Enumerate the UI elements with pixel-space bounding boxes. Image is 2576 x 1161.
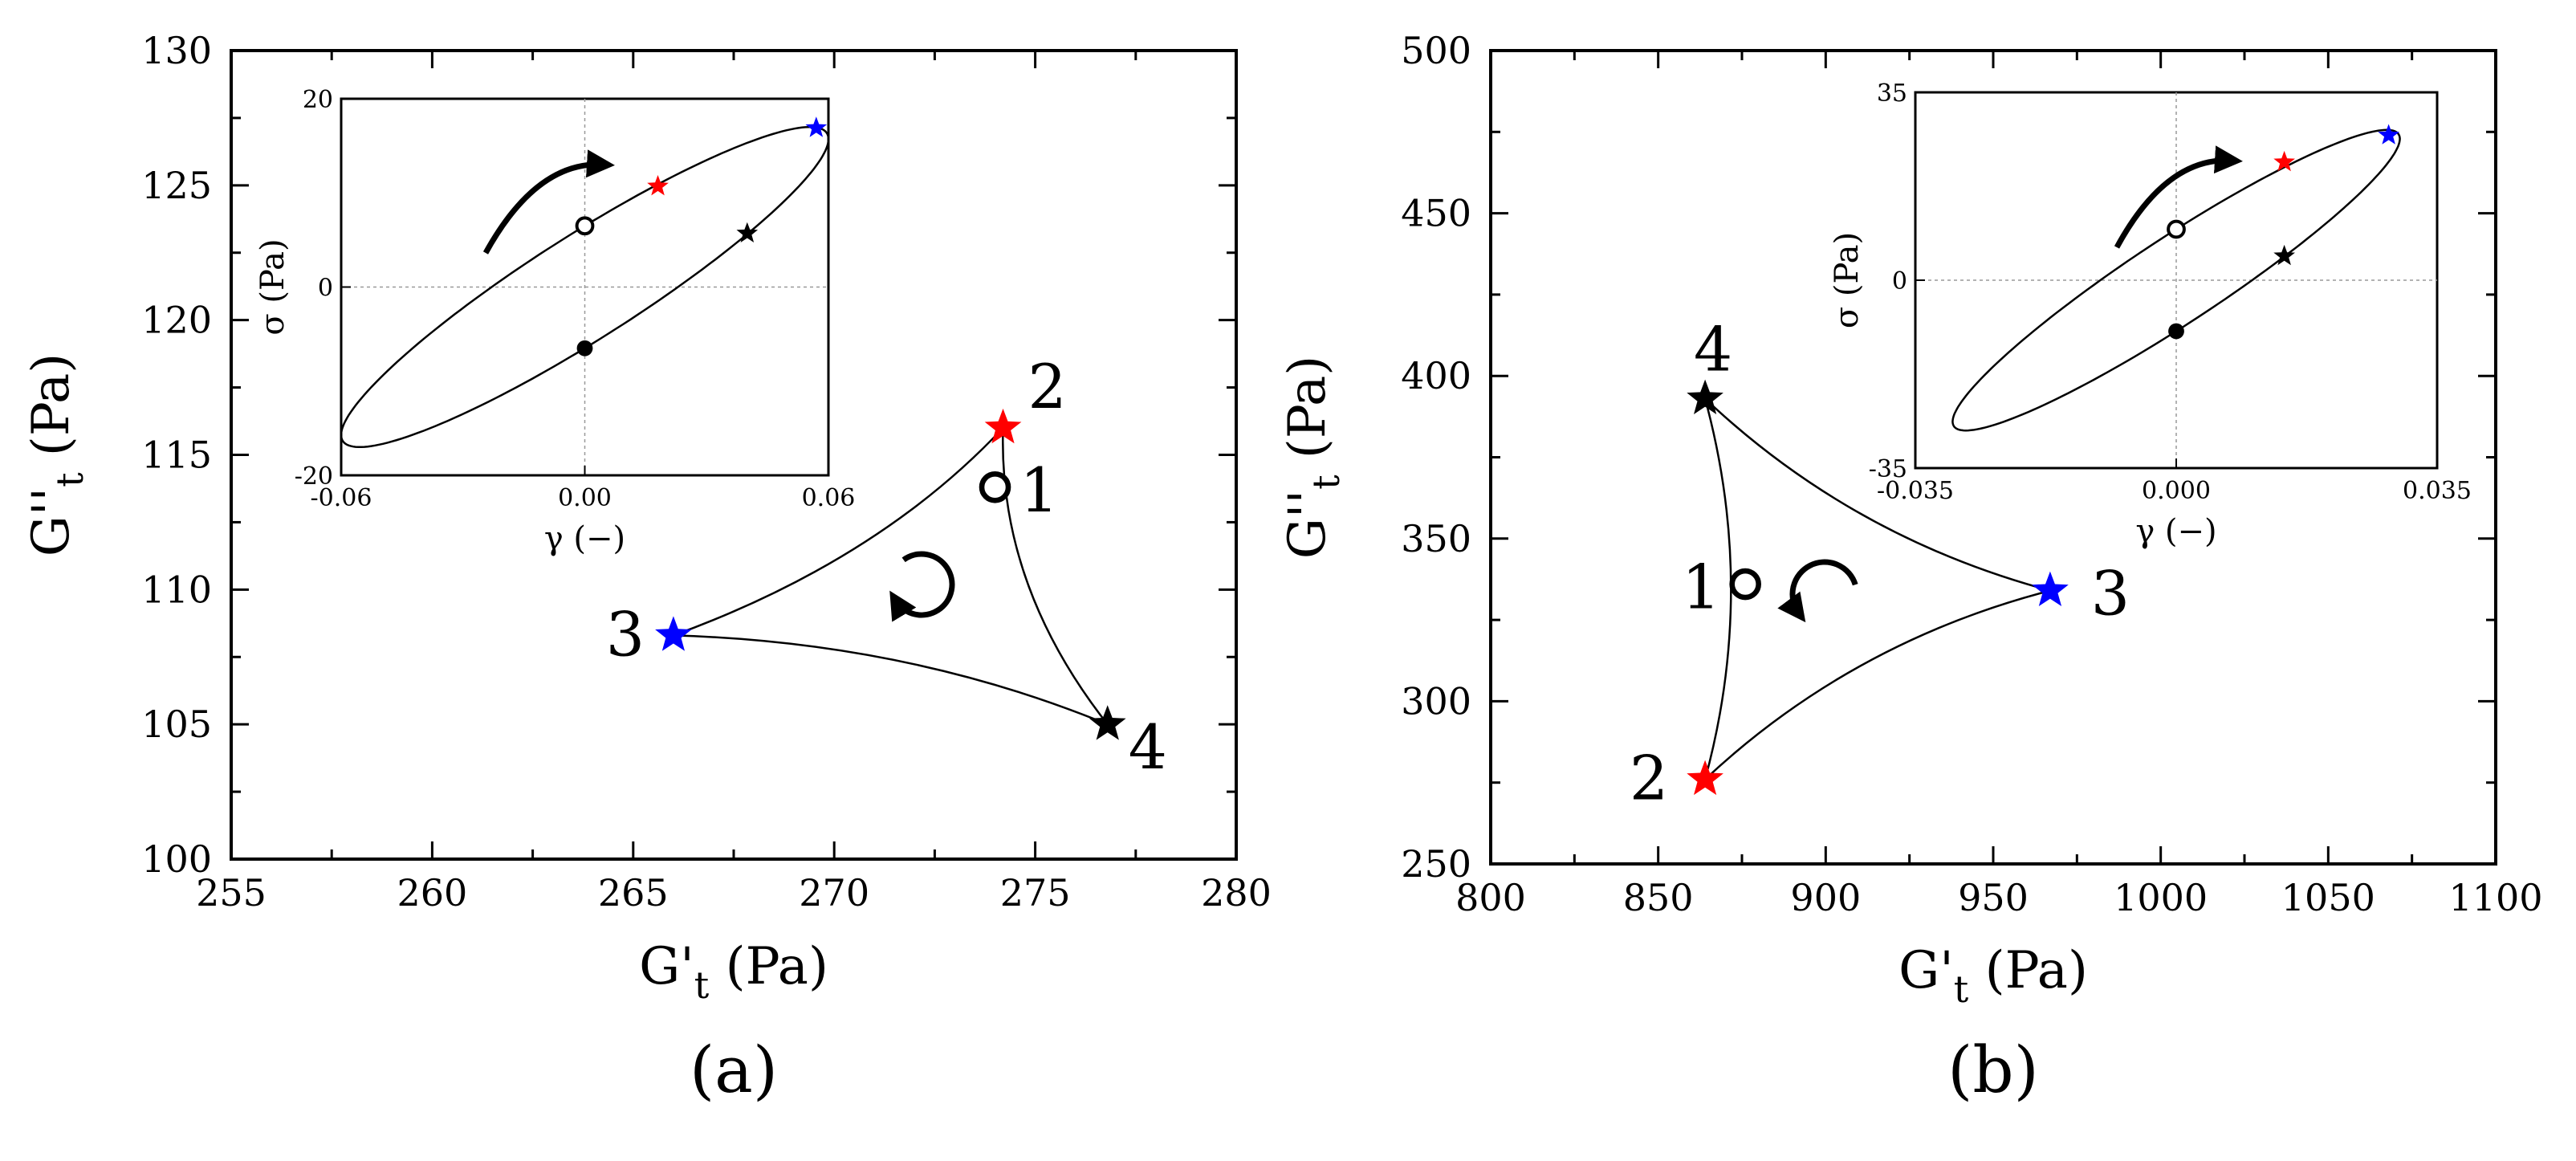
- point-label-3: 3: [606, 598, 645, 670]
- point-label-3: 3: [2091, 558, 2130, 629]
- point-label-2: 2: [1630, 743, 1668, 814]
- y-tick-label: 105: [141, 703, 212, 746]
- point-marker-2: [1687, 760, 1723, 796]
- panel-caption: (a): [690, 1033, 778, 1107]
- x-tick-label: 255: [196, 871, 267, 915]
- x-tick-label: 270: [799, 871, 869, 915]
- inset-direction-arrow: [482, 149, 615, 255]
- y-tick-label: 450: [1401, 192, 1471, 235]
- x-tick-label: 800: [1455, 876, 1526, 919]
- inset-marker-3: [805, 116, 828, 137]
- x-tick-label: 260: [397, 871, 467, 915]
- inset-y-tick-label: -20: [295, 462, 333, 491]
- point-marker-3: [655, 616, 692, 651]
- inset-marker-4: [2273, 244, 2295, 266]
- y-tick-label: 400: [1401, 354, 1471, 397]
- inset-y-tick-label: 35: [1877, 79, 1907, 108]
- inset-y-label: σ (Pa): [254, 238, 291, 335]
- point-label-2: 2: [1028, 351, 1066, 422]
- y-tick-label: 100: [141, 837, 212, 881]
- inset-y-tick-label: 0: [318, 275, 333, 303]
- inset-x-tick-label: 0.000: [2142, 477, 2211, 505]
- y-tick-label: 500: [1401, 29, 1471, 72]
- point-label-4: 4: [1694, 314, 1732, 385]
- y-tick-label: 350: [1401, 517, 1471, 560]
- x-tick-label: 1050: [2281, 876, 2375, 919]
- inset-y-tick-label: -35: [1869, 455, 1907, 483]
- y-tick-label: 300: [1401, 679, 1471, 723]
- point-marker-3: [2032, 571, 2069, 606]
- inset-marker-1: [576, 340, 593, 356]
- y-tick-label: 125: [141, 164, 212, 207]
- point-marker-1: [979, 471, 1011, 503]
- x-tick-label: 950: [1958, 876, 2029, 919]
- inset-marker-0: [575, 216, 595, 236]
- x-tick-label: 900: [1790, 876, 1861, 919]
- point-marker-2: [984, 408, 1022, 444]
- x-tick-label: 1100: [2448, 876, 2542, 919]
- inset-marker-0: [2167, 219, 2186, 239]
- y-tick-label: 115: [141, 434, 212, 477]
- inset-x-label: γ (−): [2135, 513, 2216, 550]
- inset-marker-3: [2378, 124, 2399, 145]
- point-label-1: 1: [1019, 454, 1058, 526]
- inset-x-tick-label: 0.035: [2403, 477, 2472, 505]
- x-tick-label: 850: [1623, 876, 1694, 919]
- inset-x-tick-label: 0.06: [802, 484, 856, 512]
- panel-a: 255 260 265 270 275 280100105110115120125130G…: [22, 29, 1272, 1107]
- point-label-1: 1: [1682, 552, 1720, 623]
- inset-y-tick-label: 20: [303, 86, 333, 114]
- point-marker-1: [1729, 568, 1761, 601]
- y-axis-label: G''t (Pa): [22, 353, 92, 556]
- panel-b: 800 850 900 950 1000 1050 11002503003504004505…: [1278, 29, 2543, 1107]
- inset-x-tick-label: -0.035: [1877, 477, 1954, 505]
- inset-x-tick-label: -0.06: [311, 484, 372, 512]
- trajectory-loop: [673, 427, 1111, 727]
- y-tick-label: 130: [141, 29, 212, 72]
- y-tick-label: 110: [141, 568, 212, 611]
- inset-y-tick-label: 0: [1892, 267, 1907, 295]
- inset-direction-arrow: [2114, 145, 2243, 249]
- inset-marker-2: [647, 175, 669, 196]
- inset-marker-2: [2273, 150, 2295, 172]
- inset-plot: -0.035 0.000 0.035 -35 0 35 γ (−) σ (Pa): [1829, 79, 2472, 550]
- x-axis-label: G't (Pa): [639, 937, 828, 1007]
- x-tick-label: 265: [598, 871, 669, 915]
- rotation-direction-arrow: [889, 551, 955, 622]
- inset-x-tick-label: 0.00: [558, 484, 612, 512]
- y-axis-label: G''t (Pa): [1278, 356, 1348, 559]
- rotation-direction-arrow: [1777, 559, 1858, 623]
- point-marker-4: [1687, 379, 1723, 414]
- y-tick-label: 120: [141, 299, 212, 342]
- panel-caption: (b): [1947, 1033, 2039, 1107]
- y-tick-label: 250: [1401, 842, 1471, 886]
- x-axis-label: G't (Pa): [1898, 941, 2088, 1011]
- x-tick-label: 275: [1000, 871, 1071, 915]
- x-tick-label: 280: [1201, 871, 1272, 915]
- point-label-4: 4: [1129, 711, 1167, 783]
- x-tick-label: 1000: [2114, 876, 2208, 919]
- inset-x-label: γ (−): [544, 520, 625, 557]
- inset-marker-1: [2168, 323, 2184, 340]
- point-marker-4: [1089, 705, 1126, 740]
- inset-y-label: σ (Pa): [1829, 232, 1866, 328]
- inset-plot: -0.06 0.00 0.06 -20 0 20 γ (−) σ (Pa): [254, 86, 855, 557]
- inset-marker-4: [736, 222, 759, 242]
